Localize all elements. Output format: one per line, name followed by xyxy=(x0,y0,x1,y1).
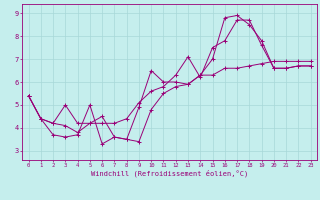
X-axis label: Windchill (Refroidissement éolien,°C): Windchill (Refroidissement éolien,°C) xyxy=(91,170,248,177)
